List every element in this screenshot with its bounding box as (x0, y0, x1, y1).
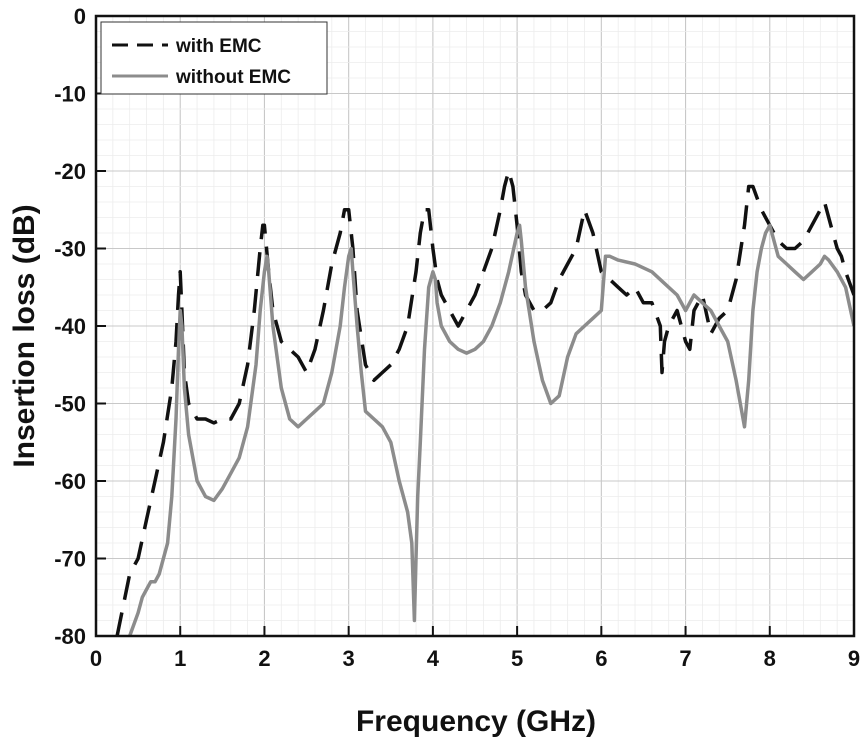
y-tick-label: 0 (74, 4, 86, 29)
legend: with EMC without EMC (100, 21, 328, 95)
y-tick-label: -50 (54, 392, 86, 417)
x-tick-label: 2 (258, 646, 270, 671)
x-tick-label: 3 (343, 646, 355, 671)
x-tick-label: 7 (679, 646, 691, 671)
series-line-with-emc (115, 169, 854, 636)
x-tick-label: 5 (511, 646, 523, 671)
x-tick-label: 1 (174, 646, 186, 671)
x-axis-title: Frequency (GHz) (356, 705, 596, 738)
legend-label-without-emc: without EMC (175, 67, 291, 88)
y-axis-title: Insertion loss (dB) (8, 204, 41, 467)
x-tick-label: 9 (848, 646, 860, 671)
x-tick-label: 6 (595, 646, 607, 671)
y-tick-label: -70 (54, 547, 86, 572)
grid (96, 16, 854, 636)
y-tick-label: -30 (54, 237, 86, 262)
y-tick-label: -10 (54, 82, 86, 107)
y-tick-label: -80 (54, 624, 86, 649)
y-tick-label: -40 (54, 314, 86, 339)
y-tick-label: -20 (54, 159, 86, 184)
x-tick-label: 8 (764, 646, 776, 671)
axis-ticks: 0 1 2 3 4 5 6 7 8 9 0 -10 -20 -30 -40 -50 -60 -70 -80 (54, 4, 860, 671)
series-layer (115, 169, 854, 636)
x-tick-label: 0 (90, 646, 102, 671)
x-tick-label: 4 (427, 646, 440, 671)
series-line-without-emc (128, 223, 854, 636)
legend-label-with-emc: with EMC (175, 36, 262, 57)
y-tick-label: -60 (54, 469, 86, 494)
legend-box (100, 21, 328, 95)
